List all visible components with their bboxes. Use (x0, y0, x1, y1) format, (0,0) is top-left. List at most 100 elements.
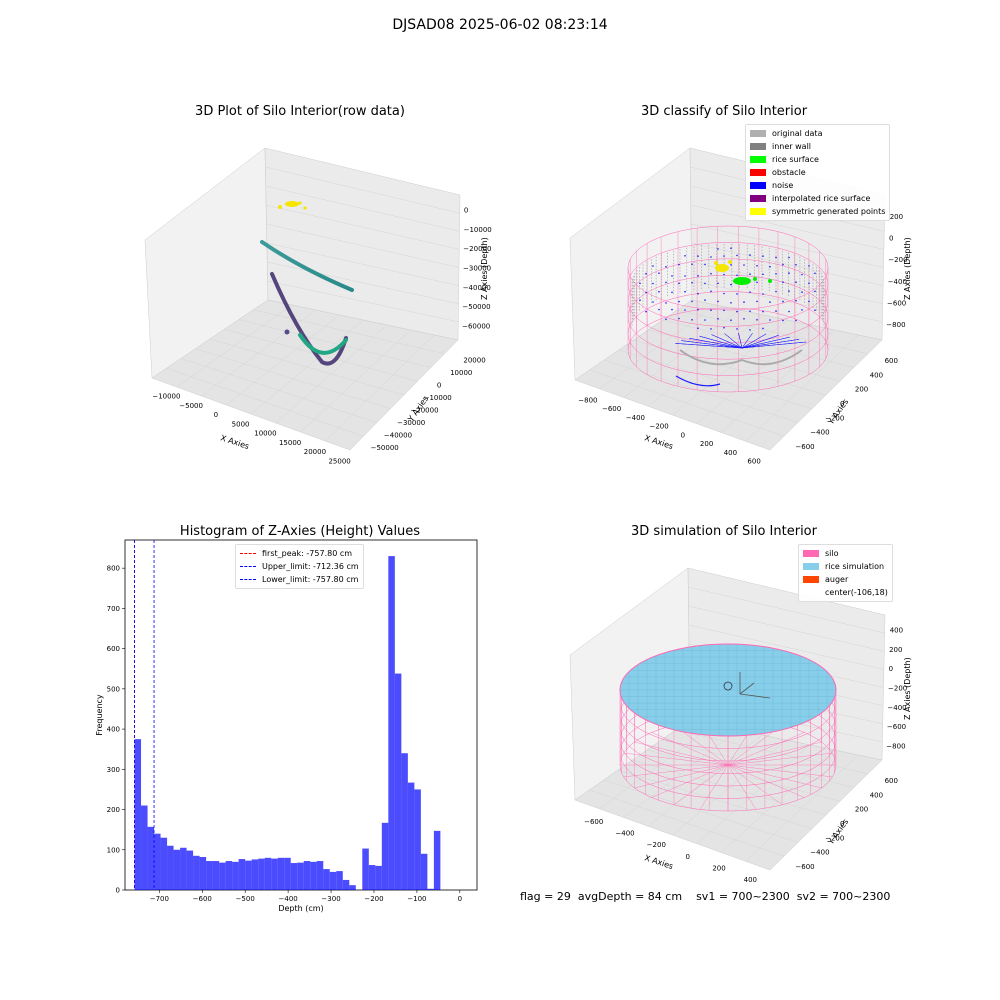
classify-x-tick-label: 200 (700, 440, 713, 448)
histogram-bar (381, 822, 389, 890)
classify-legend-swatch (750, 208, 766, 215)
classify-z-tick-label: −400 (888, 278, 907, 286)
classify-y-tick-label: −600 (795, 443, 814, 451)
histogram-bar (316, 861, 324, 890)
sim-x-tick-label: −600 (584, 818, 603, 826)
histogram-bar (160, 837, 168, 890)
classify-legend-label: symmetric generated points (772, 207, 886, 216)
simulation-legend-label: auger (825, 575, 849, 584)
histogram-legend-label: Lower_limit: -757.80 cm (262, 575, 359, 584)
histogram-bar (251, 859, 259, 890)
histogram-bar (284, 857, 291, 890)
simulation-legend-label: center(-106,18) (825, 588, 888, 597)
histogram-bar (427, 888, 434, 890)
histogram-y-tick-label: 400 (107, 726, 120, 734)
histogram-bar (277, 857, 285, 890)
classify-z-tick-label: 200 (890, 213, 903, 221)
sim-x-tick-label: −400 (615, 830, 634, 838)
histogram-bar (433, 830, 441, 890)
classify-y-tick-label: 600 (885, 357, 898, 365)
raw-x-tick-label: 15000 (279, 439, 301, 447)
sim-x-tick-label: 0 (685, 853, 689, 861)
classify-x-tick-label: 0 (681, 431, 685, 439)
raw-outlier-point (284, 329, 290, 335)
sim-z-tick-label: −800 (886, 742, 905, 750)
raw-z-tick-label: 0 (464, 207, 468, 215)
histogram-legend: first_peak: -757.80 cm Upper_limit: -712.… (235, 544, 364, 589)
classify-legend-item: symmetric generated points (750, 205, 885, 218)
simulation-plot-title: 3D simulation of Silo Interior (631, 524, 817, 539)
sim-z-tick-label: −600 (887, 723, 906, 731)
classify-legend-item: interpolated rice surface (750, 192, 885, 205)
histogram-x-tick-label: −400 (279, 895, 298, 903)
classify-legend-item: obstacle (750, 166, 885, 179)
histogram-legend-swatch (240, 566, 256, 567)
raw-z-tick-label: −20000 (463, 245, 491, 253)
histogram-x-tick-label: −300 (321, 895, 340, 903)
classify-y-tick-label: 400 (870, 371, 883, 379)
histogram-bar (186, 850, 194, 890)
histogram-y-tick-label: 0 (116, 887, 120, 895)
histogram-bar (199, 857, 207, 890)
sim-z-axis-label: Z Axies (Depth) (903, 657, 912, 720)
histogram-bar (167, 845, 174, 890)
sim-y-tick-label: −600 (795, 863, 814, 871)
histogram-bar (245, 860, 252, 890)
sim-y-tick-label: 600 (885, 777, 898, 785)
histogram-x-tick-label: 0 (458, 895, 462, 903)
raw-y-tick-label: −10000 (424, 394, 452, 402)
histogram-legend-item: Upper_limit: -712.36 cm (240, 560, 359, 573)
classify-x-tick-label: −600 (602, 405, 621, 413)
raw-purple-curve (270, 272, 348, 366)
histogram-x-tick-label: −500 (236, 895, 255, 903)
histogram-bar (349, 885, 356, 890)
classify-z-tick-label: −200 (888, 256, 907, 264)
sim-y-axis-label: Y Axies (826, 817, 851, 847)
histogram-y-tick-label: 600 (107, 645, 120, 653)
histogram-bar (173, 849, 181, 890)
histogram-x-tick-label: −600 (193, 895, 212, 903)
histogram-legend-label: Upper_limit: -712.36 cm (262, 562, 359, 571)
classify-floor-pane (574, 299, 883, 451)
classify-legend-item: rice surface (750, 153, 885, 166)
histogram-bar (362, 848, 369, 890)
classify-z-tick-label: 0 (889, 235, 893, 243)
classify-legend-label: obstacle (772, 168, 806, 177)
raw-y-tick-label: −40000 (384, 431, 412, 439)
sim-z-tick-label: −200 (888, 685, 907, 693)
sim-y-tick-label: 400 (870, 791, 883, 799)
simulation-legend-swatch (803, 563, 819, 570)
sim-x-tick-label: −200 (647, 841, 666, 849)
sim-z-tick-label: 200 (889, 646, 902, 654)
histogram-bar (329, 871, 337, 890)
sim-y-tick-label: −400 (810, 849, 829, 857)
classify-y-tick-label: −200 (825, 414, 844, 422)
raw-z-tick-label: −30000 (463, 265, 491, 273)
classify-legend-swatch (750, 169, 766, 176)
histogram-legend-swatch (240, 579, 256, 580)
classify-legend-label: noise (772, 181, 794, 190)
histogram-legend-item: Lower_limit: -757.80 cm (240, 573, 359, 586)
sim-center-marker (723, 681, 733, 691)
raw-yellow-cluster (278, 201, 307, 210)
status-line: flag = 29 avgDepth = 84 cm sv1 = 700~230… (520, 890, 890, 903)
histogram-bar (342, 879, 350, 890)
sim-z-tick-label: 0 (889, 665, 893, 673)
histogram-bar (206, 861, 213, 890)
status-sv2: sv2 = 700~2300 (796, 890, 891, 903)
histogram-bar (407, 782, 415, 890)
histogram-bar (388, 556, 395, 890)
simulation-legend-item: auger (803, 573, 888, 586)
histogram-legend-swatch (240, 553, 256, 554)
histogram-bar (394, 673, 402, 890)
histogram-y-tick-label: 500 (107, 685, 120, 693)
raw-y-tick-label: −30000 (397, 419, 425, 427)
histogram-plot: −700 −600 −500 −400 −300 −200 −100 0 0 100 200 300 4… (95, 539, 478, 913)
classify-x-tick-label: −400 (626, 414, 645, 422)
sim-x-tick-label: 200 (712, 865, 725, 873)
histogram-bar (141, 805, 148, 890)
simulation-legend: silo rice simulation auger center(-106,18) (798, 544, 893, 602)
histogram-x-tick-label: −700 (150, 895, 169, 903)
classify-legend-swatch (750, 143, 766, 150)
classify-x-axis-label: X Axies (643, 433, 674, 451)
